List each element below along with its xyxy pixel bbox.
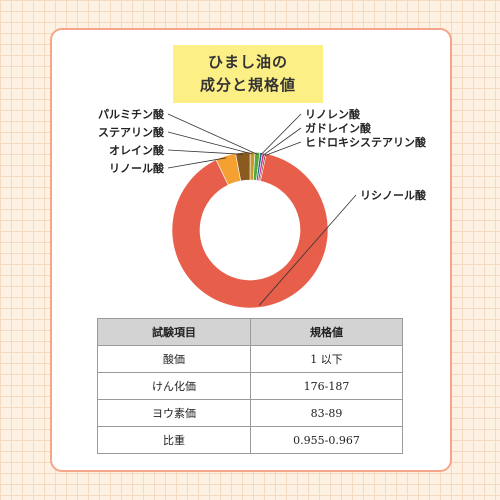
leader-line [167,157,227,169]
header-test-item: 試験項目 [97,318,251,346]
slice-label: リノール酸 [109,161,165,175]
test-item-cell: 酸価 [97,345,251,373]
test-item-cell: ヨウ素価 [97,399,251,427]
test-item-cell: 比重 [97,426,251,454]
spec-value-cell: 1 以下 [250,345,403,373]
slice-label: リノレン酸 [305,107,361,121]
slice-label: リシノール酸 [360,188,427,202]
table-row: 酸価 1 以下 [97,345,403,373]
leader-line [258,194,357,306]
test-item-cell: けん化価 [97,372,251,400]
leader-line [167,113,258,155]
slice-label: ステアリン酸 [98,125,165,139]
header-spec-value: 規格値 [250,318,403,346]
slice-label: パルミチン酸 [98,107,165,121]
pie-slice [171,153,329,309]
spec-value-cell: 83-89 [250,399,403,427]
spec-table: 試験項目 規格値 酸価 1 以下 けん化価 176-187 ヨウ素価 83-89… [97,318,403,454]
spec-value-cell: 0.955-0.967 [250,426,403,454]
leader-line [262,127,302,156]
leader-lines [167,113,357,306]
slice-label: ガドレイン酸 [305,121,372,135]
slice-label: ヒドロキシステアリン酸 [305,135,427,149]
table-row: ヨウ素価 83-89 [97,399,403,427]
table-row: けん化価 176-187 [97,372,403,400]
leader-line [167,131,253,155]
chart-title-line-1: ひまし油の [207,53,288,71]
chart-title-box: ひまし油の 成分と規格値 [173,45,323,103]
chart-title-line-2: 成分と規格値 [199,76,296,94]
spec-value-cell: 176-187 [250,372,403,400]
table-row: 比重 0.955-0.967 [97,426,403,454]
leader-line [264,141,302,156]
slice-label: オレイン酸 [109,143,165,157]
donut-slices [171,151,329,309]
leader-line [260,113,302,156]
leader-line [167,149,244,155]
table-header-row: 試験項目 規格値 [97,318,403,346]
